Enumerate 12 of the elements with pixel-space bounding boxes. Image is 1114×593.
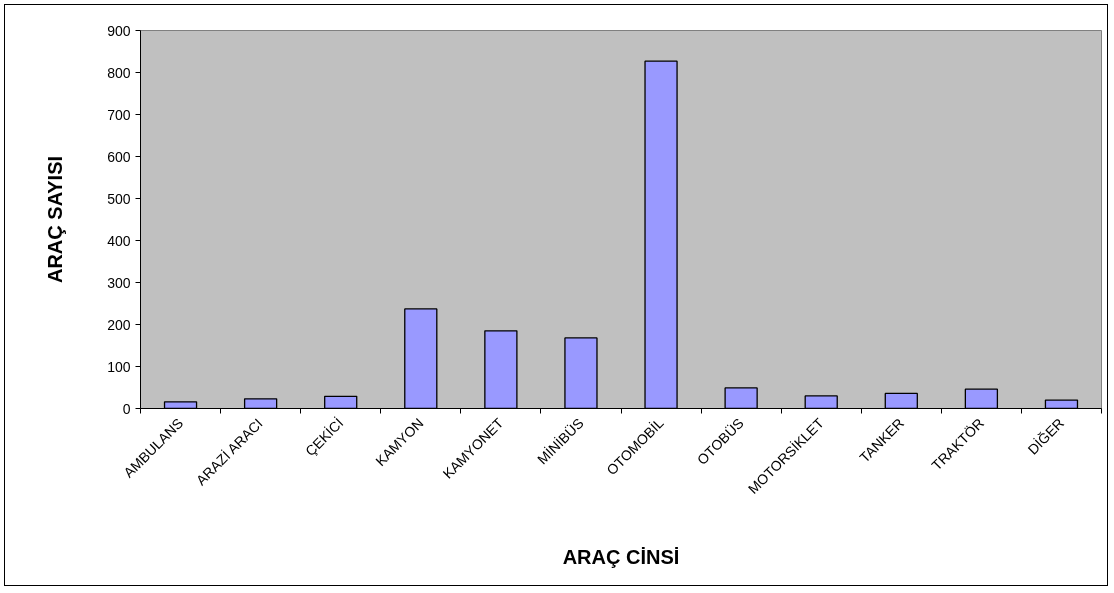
y-tick-label: 0 bbox=[122, 400, 131, 417]
y-tick-label: 300 bbox=[107, 274, 131, 291]
x-axis-title: ARAÇ CİNSİ bbox=[562, 545, 680, 568]
y-tick-label: 600 bbox=[107, 148, 131, 165]
y-tick-label: 200 bbox=[107, 316, 131, 333]
y-tick-label: 800 bbox=[107, 64, 131, 81]
y-tick-label: 700 bbox=[107, 106, 131, 123]
y-tick-label: 900 bbox=[107, 22, 131, 39]
y-tick-label: 100 bbox=[107, 358, 131, 375]
y-tick-label: 500 bbox=[107, 190, 131, 207]
y-tick-label: 400 bbox=[107, 232, 131, 249]
y-axis-title: ARAÇ SAYISI bbox=[44, 155, 67, 284]
